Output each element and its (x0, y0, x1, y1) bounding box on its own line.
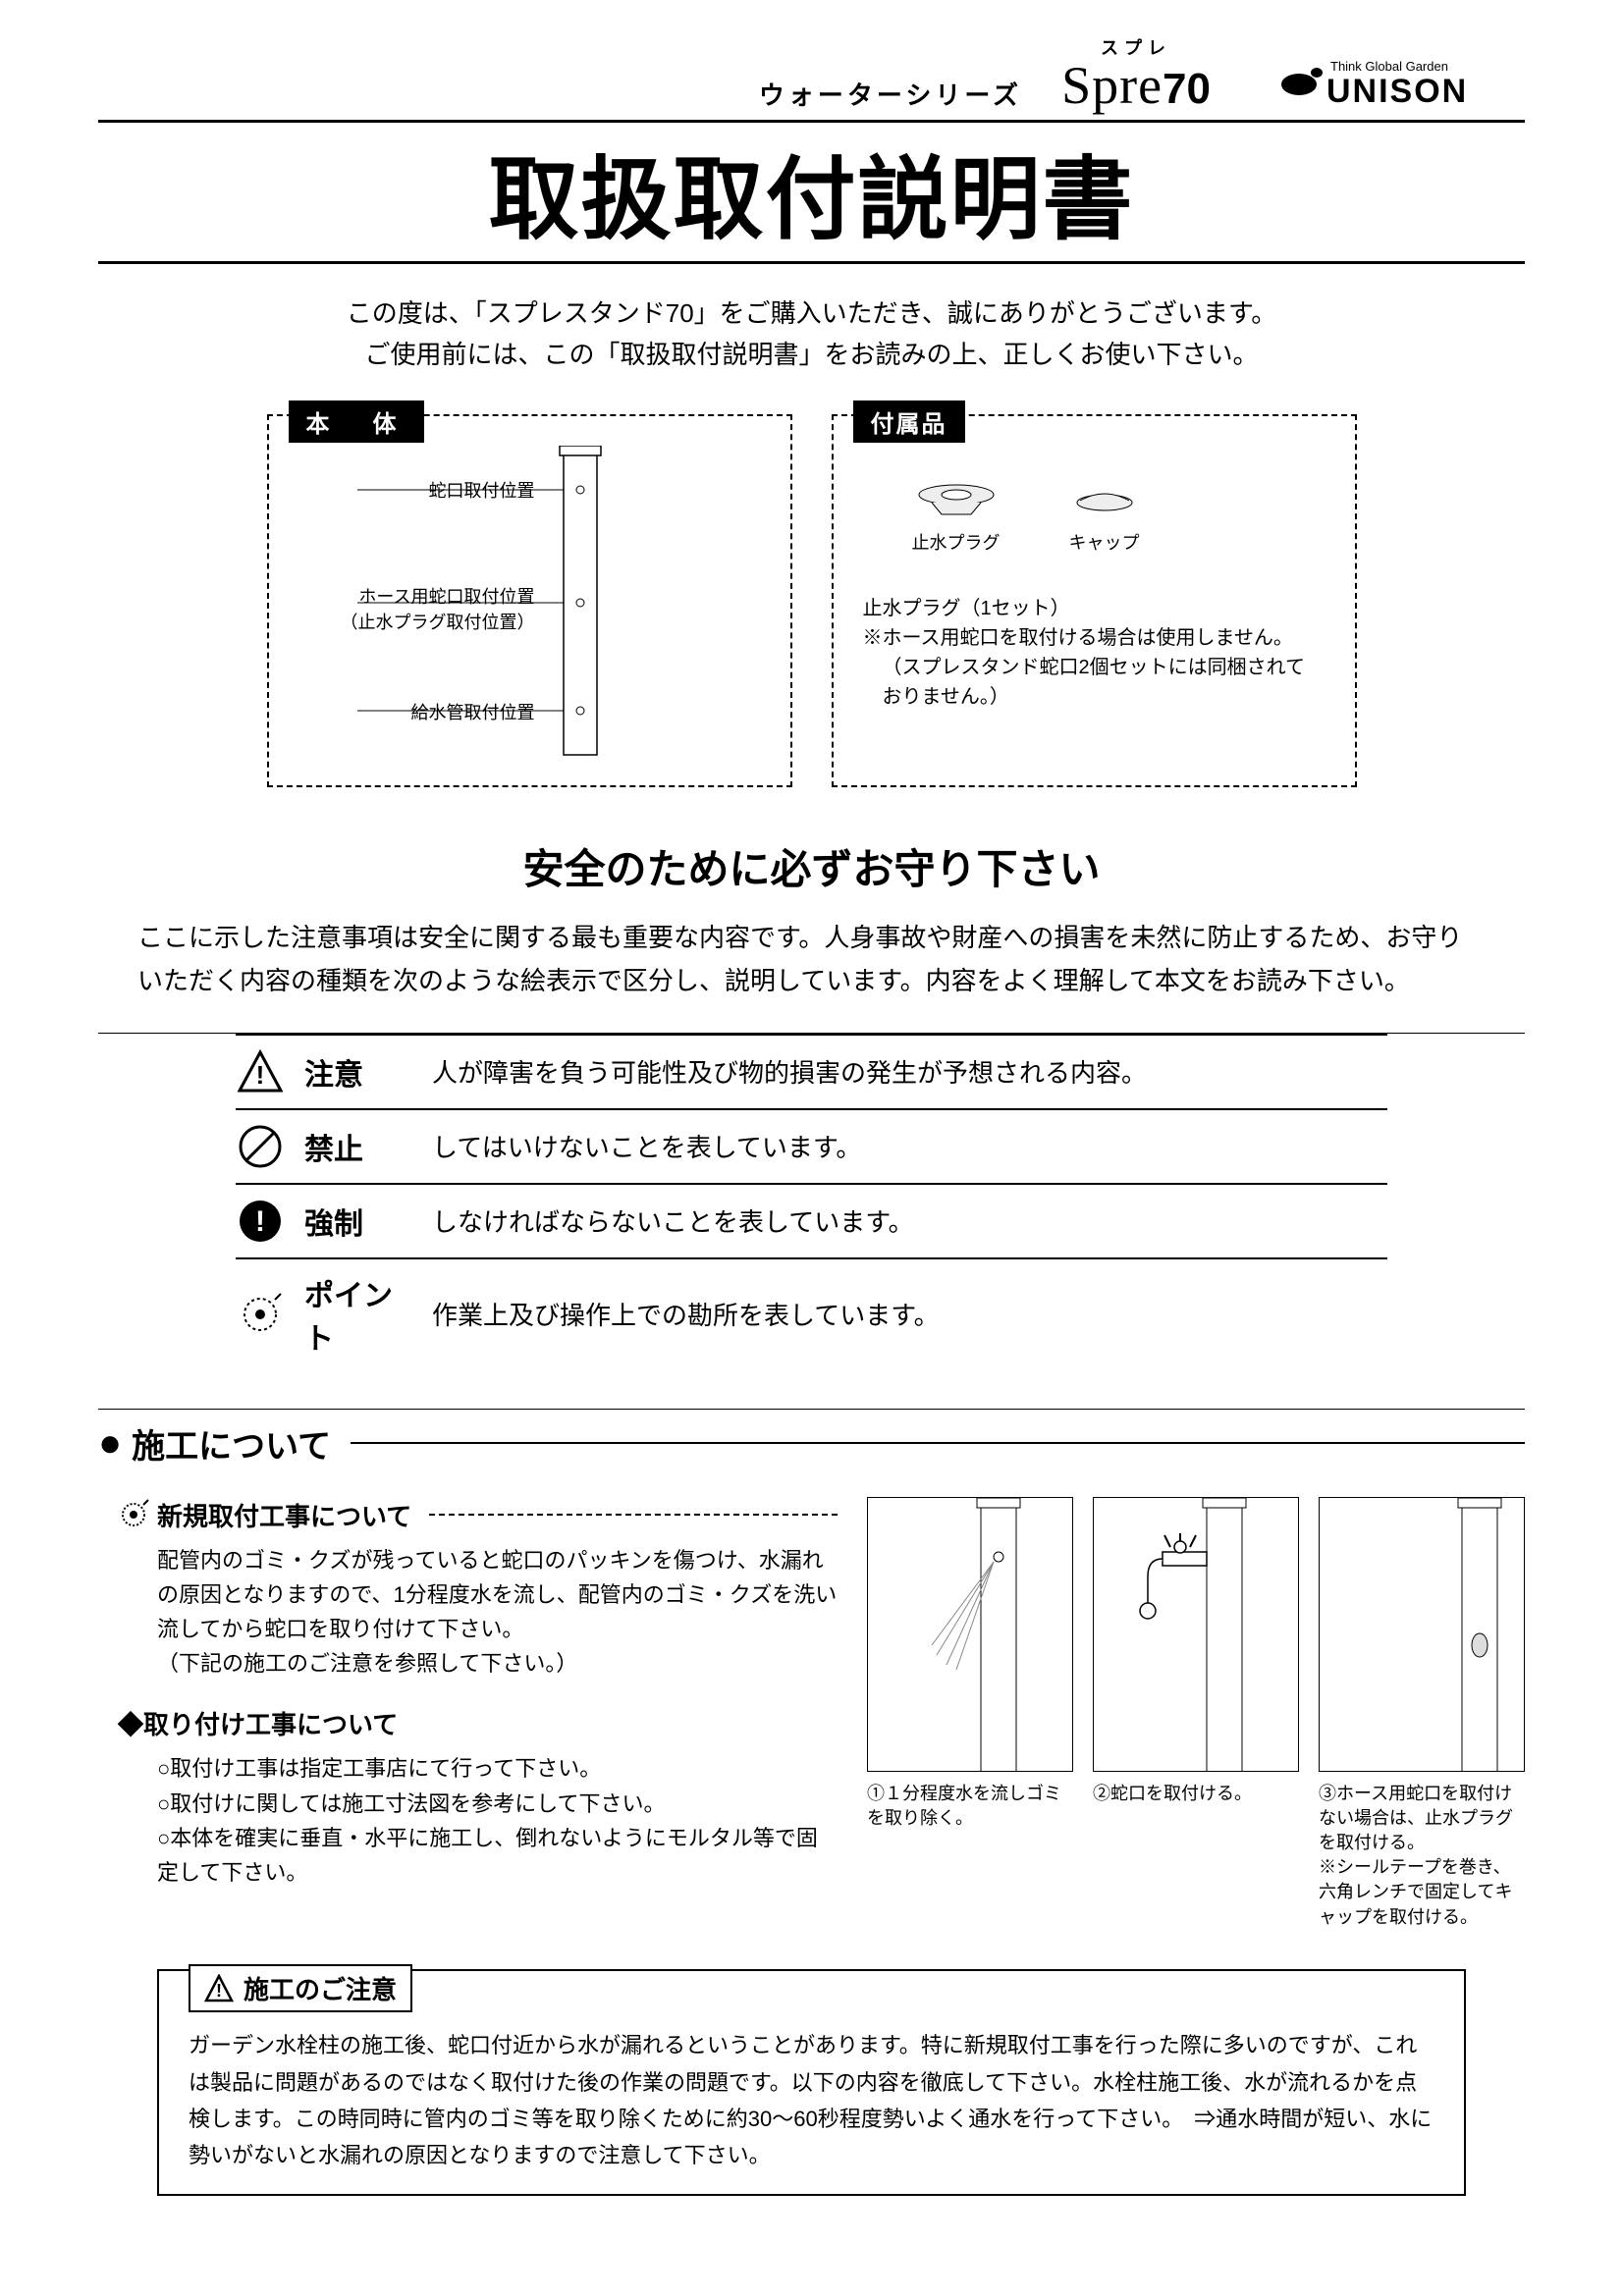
step-2: ②蛇口を取付ける。 (1093, 1497, 1299, 1930)
prohibit-icon (236, 1122, 285, 1171)
mandatory-icon: ! (236, 1197, 285, 1246)
symbol-label: 強制 (304, 1200, 412, 1243)
product-name: Spre (1061, 56, 1163, 115)
header: ウォーターシリーズ スプレ Spre70 Think Global Garden… (98, 39, 1525, 112)
caution-icon: ! (204, 1974, 234, 2003)
install-left: 新規取付工事について 配管内のゴミ・クズが残っていると蛇口のパッキンを傷つけ、水… (98, 1497, 838, 1930)
diagram-row: 本 体 蛇口取付位置 ホース用蛇口取付位置 （止水プラグ取付位置） 給水管取付位… (98, 414, 1525, 787)
logo-tag: Think Global Garden (1330, 59, 1448, 74)
stand-illustration (544, 446, 613, 779)
symbol-desc: してはいけないことを表しています。 (432, 1128, 861, 1164)
intro-line2: ご使用前には、この「取扱取付説明書」をお読みの上、正しくお使い下さい。 (98, 335, 1525, 376)
acc-label: 付属品 (853, 400, 965, 443)
caution-icon: ! (236, 1047, 285, 1096)
logo-name: UNISON (1326, 73, 1468, 110)
step-3-caption: ③ホース用蛇口を取付けない場合は、止水プラグを取付ける。 ※シールテープを巻き、… (1319, 1782, 1525, 1930)
caution-box: ! 施工のご注意 ガーデン水栓柱の施工後、蛇口付近から水が漏れるということがあり… (157, 1969, 1466, 2196)
step-1-image (867, 1497, 1073, 1772)
callout-3: 給水管取付位置 (411, 699, 535, 724)
step-1-caption: ①１分程度水を流しゴミを取り除く。 (867, 1782, 1073, 1831)
hr-top (98, 120, 1525, 123)
step-3-image (1319, 1497, 1525, 1772)
acc-items: 止水プラグ キャップ (912, 475, 1335, 555)
acc-item-plug: 止水プラグ (912, 475, 1001, 555)
main-title: 取扱取付説明書 (98, 127, 1525, 257)
symbol-label: 禁止 (304, 1125, 412, 1168)
intro-line1: この度は、「スプレスタンド70」をご購入いただき、誠にありがとうございます。 (98, 294, 1525, 335)
svg-text:!: ! (216, 1981, 222, 2001)
svg-text:!: ! (256, 1060, 265, 1090)
svg-text:!: ! (255, 1205, 265, 1238)
caution-head: ! 施工のご注意 (189, 1964, 412, 2012)
symbol-row-prohibit: 禁止 してはいけないことを表しています。 (236, 1108, 1387, 1183)
cap-icon (1070, 475, 1139, 524)
product-number: 70 (1163, 65, 1211, 113)
accessory-diagram: 付属品 止水プラグ キャップ 止水プラグ（1セット） ※ホース用蛇口を取付け (832, 414, 1357, 787)
body-label: 本 体 (289, 400, 424, 443)
symbol-desc: 作業上及び操作上での勘所を表しています。 (432, 1296, 940, 1332)
body-diagram: 本 体 蛇口取付位置 ホース用蛇口取付位置 （止水プラグ取付位置） 給水管取付位… (267, 414, 792, 787)
symbol-table: ! 注意 人が障害を負う可能性及び物的損害の発生が予想される内容。 禁止 しては… (236, 1034, 1387, 1369)
symbol-row-point: ポイント 作業上及び操作上での勘所を表しています。 (236, 1257, 1387, 1369)
furigana: スプレ (1061, 39, 1211, 57)
safety-title: 安全のために必ずお守り下さい (98, 836, 1525, 896)
header-line (351, 1442, 1525, 1444)
unison-logo-icon: Think Global Garden UNISON (1279, 53, 1515, 112)
step-1: ①１分程度水を流しゴミを取り除く。 (867, 1497, 1073, 1930)
safety-hr-end (98, 1409, 1525, 1410)
safety-intro: ここに示した注意事項は安全に関する最も重要な内容です。人身事故や財産への損害を未… (137, 916, 1486, 1002)
sub-head-1: 新規取付工事について (118, 1497, 838, 1533)
callout-1: 蛇口取付位置 (429, 477, 535, 503)
install-row: 新規取付工事について 配管内のゴミ・クズが残っていると蛇口のパッキンを傷つけ、水… (98, 1497, 1525, 1930)
step-3: ③ホース用蛇口を取付けない場合は、止水プラグを取付ける。 ※シールテープを巻き、… (1319, 1497, 1525, 1930)
symbol-row-mandatory: ! 強制 しなければならないことを表しています。 (236, 1183, 1387, 1257)
point-icon (118, 1499, 149, 1530)
symbol-desc: 人が障害を負う可能性及び物的損害の発生が予想される内容。 (432, 1053, 1147, 1090)
series-label: ウォーターシリーズ (759, 76, 1022, 112)
body-text-1: 配管内のゴミ・クズが残っていると蛇口のパッキンを傷つけ、水漏れの原因となりますの… (157, 1543, 838, 1682)
sub-head-2: ◆取り付け工事について (118, 1705, 838, 1741)
symbol-row-caution: ! 注意 人が障害を負う可能性及び物的損害の発生が予想される内容。 (236, 1034, 1387, 1108)
symbol-desc: しなければならないことを表しています。 (432, 1202, 914, 1239)
product-name-block: スプレ Spre70 (1061, 39, 1211, 112)
acc-item-cap: キャップ (1069, 475, 1140, 555)
logo: Think Global Garden UNISON (1279, 53, 1515, 112)
plug-icon (912, 475, 1001, 524)
body-text-2: ○取付け工事は指定工事店にて行って下さい。 ○取付けに関しては施工寸法図を参考に… (157, 1751, 838, 1890)
caution-body: ガーデン水栓柱の施工後、蛇口付近から水が漏れるということがあります。特に新規取付… (189, 2027, 1434, 2174)
hr-bottom (98, 261, 1525, 264)
symbol-label: 注意 (304, 1050, 412, 1094)
callout-2: ホース用蛇口取付位置 （止水プラグ取付位置） (341, 583, 535, 634)
intro: この度は、「スプレスタンド70」をご購入いただき、誠にありがとうございます。 ご… (98, 294, 1525, 375)
step-2-image (1093, 1497, 1299, 1772)
step-2-caption: ②蛇口を取付ける。 (1093, 1782, 1299, 1806)
symbol-label: ポイント (304, 1271, 412, 1358)
bullet-icon: ● (98, 1421, 122, 1466)
point-icon (236, 1290, 285, 1339)
install-section-title: 施工について (132, 1419, 331, 1468)
install-section-header: ● 施工について (98, 1419, 1525, 1468)
install-steps: ①１分程度水を流しゴミを取り除く。 ②蛇口を取付ける。 ③ホース用蛇口を取付けな… (867, 1497, 1525, 1930)
acc-note: 止水プラグ（1セット） ※ホース用蛇口を取付ける場合は使用しません。 （スプレス… (853, 594, 1335, 712)
